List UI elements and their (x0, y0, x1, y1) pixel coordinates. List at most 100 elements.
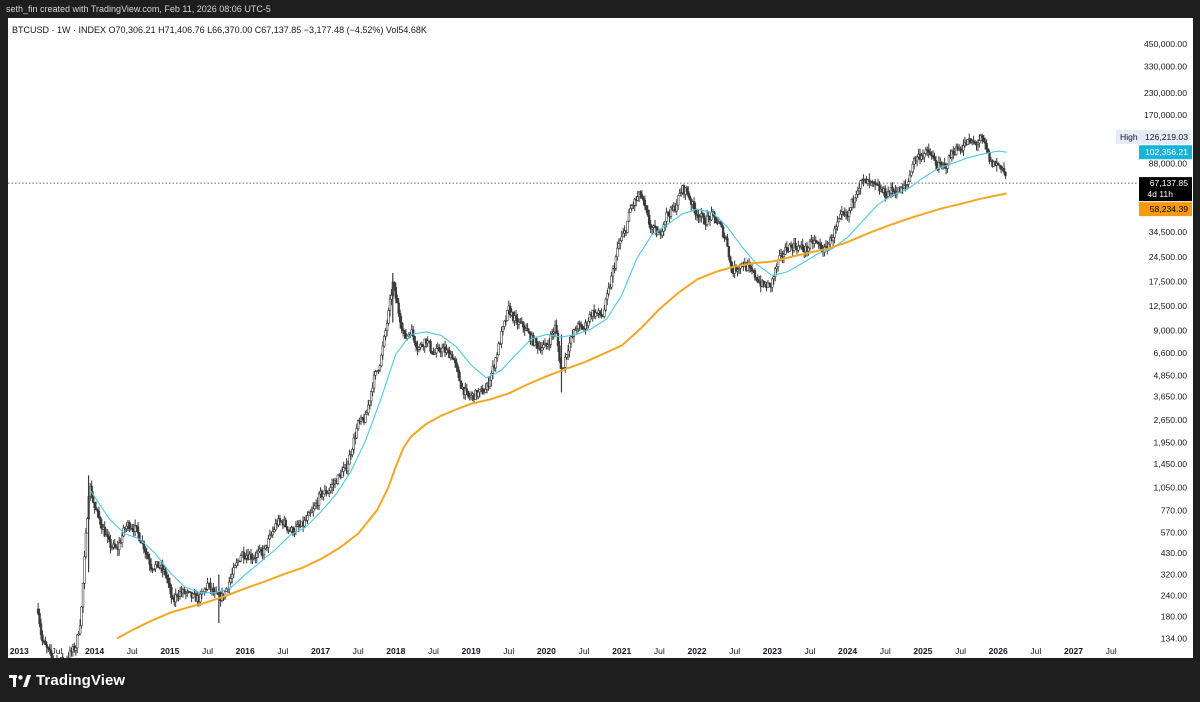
candle-body (517, 321, 521, 325)
candle-body (853, 197, 857, 203)
y-tick-label: 570.00 (1161, 527, 1188, 537)
candle-body (604, 298, 607, 311)
legend-part: O70,306.21 (109, 25, 156, 35)
candle-body (986, 148, 990, 153)
candle-body (383, 335, 386, 347)
x-tick-label: 2027 (1064, 646, 1083, 656)
candle-body (149, 563, 153, 570)
candle-body (453, 359, 457, 364)
price-chart[interactable]: BTCUSD · 1W · INDEX O70,306.21 H71,406.7… (8, 18, 1193, 658)
candle-body (367, 404, 370, 414)
candle-body (369, 391, 373, 402)
candle-body (613, 268, 616, 270)
x-tick-label: Jul (202, 646, 213, 656)
candle-body (131, 527, 134, 530)
candle-body (456, 366, 460, 373)
candle-body (927, 149, 930, 153)
x-tick-label: 2013 (10, 646, 29, 656)
candle-body (642, 198, 645, 201)
candle-body (653, 225, 657, 228)
high-marker-label: High (1120, 132, 1138, 142)
candle-body (223, 591, 227, 599)
candle-body (727, 245, 731, 258)
candle-body (915, 156, 919, 162)
candle-body (465, 388, 468, 392)
candle-body (161, 564, 164, 572)
candle-body (582, 328, 586, 330)
candle-body (148, 558, 151, 565)
chart-card[interactable]: BTCUSD · 1W · INDEX O70,306.21 H71,406.7… (8, 18, 1193, 658)
candle-body (304, 519, 308, 522)
x-tick-label: Jul (51, 646, 62, 656)
tradingview-brand-text: TradingView (36, 672, 126, 689)
candle-body (174, 594, 177, 603)
ema-fast-marker-bg (1139, 145, 1192, 160)
candle-body (952, 150, 955, 155)
tradingview-logo-icon (9, 674, 31, 687)
countdown-marker: 4d 11h (1147, 189, 1173, 199)
y-tick-label: 320.00 (1161, 570, 1188, 580)
candle-body (540, 347, 544, 351)
candle-body (336, 474, 340, 485)
candle-body (251, 558, 254, 560)
candle-body (891, 187, 894, 192)
tradingview-logo[interactable]: TradingView (9, 672, 125, 689)
candle-body (849, 207, 852, 211)
candle-body (551, 332, 554, 335)
candle-body (229, 578, 232, 583)
candle-body (388, 298, 392, 311)
candle-body (348, 454, 351, 465)
candle-body (669, 206, 673, 217)
candle-body (966, 139, 970, 145)
candle-body (278, 518, 282, 522)
y-tick-label: 230,000.00 (1144, 88, 1187, 98)
candle-body (558, 345, 561, 361)
candle-body (355, 428, 358, 439)
candle-body (152, 568, 156, 570)
candle-body (78, 625, 82, 635)
candle-body (705, 215, 709, 225)
candle-body (271, 531, 274, 535)
candle-body (294, 526, 298, 533)
x-tick-label: 2017 (311, 646, 330, 656)
candle-body (107, 536, 111, 540)
candle-body (782, 253, 786, 258)
candle-body (420, 343, 424, 347)
candle-body (789, 244, 793, 247)
candle-body (549, 334, 552, 345)
candle-body (842, 211, 845, 214)
candle-body (646, 209, 649, 216)
candle-body (488, 379, 492, 387)
candle-body (144, 548, 147, 553)
candle-body (675, 204, 678, 212)
candle-body (61, 656, 64, 658)
candle-body (614, 256, 618, 269)
candle-body (96, 509, 99, 512)
candle-body (629, 208, 632, 213)
candle-body (726, 238, 729, 247)
candle-body (310, 510, 314, 513)
candle-body (587, 320, 590, 326)
candle-body (385, 322, 389, 331)
ema-slow-line (116, 192, 1007, 640)
y-tick-label: 1,450.00 (1154, 459, 1188, 469)
candle-body (400, 321, 403, 330)
candle-body (905, 184, 909, 186)
chart-background (8, 18, 1193, 658)
candle-body (44, 640, 47, 645)
candle-body (542, 344, 545, 349)
y-tick-label: 180.00 (1161, 612, 1188, 622)
candle-body (329, 487, 332, 492)
candle-body (632, 204, 635, 207)
candle-body (351, 449, 354, 455)
candle-body (630, 205, 634, 209)
candle-body (394, 287, 398, 299)
candle-body (701, 213, 705, 216)
candle-body (430, 350, 434, 355)
candle-body (491, 365, 495, 374)
ema-fast-line (90, 150, 1007, 594)
candle-body (364, 413, 367, 423)
candle-body (414, 342, 418, 348)
candle-body (157, 561, 160, 568)
candle-body (346, 463, 350, 472)
